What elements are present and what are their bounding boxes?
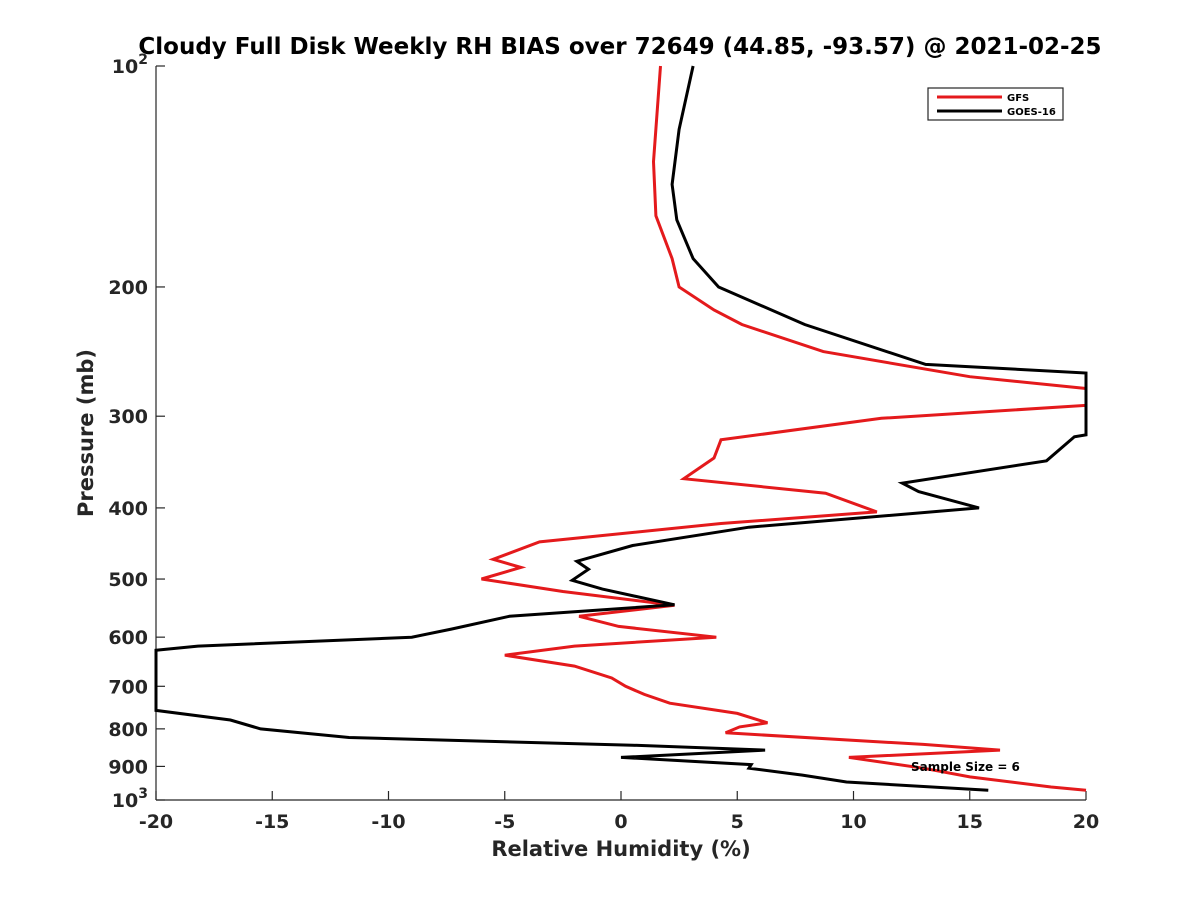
- series-line-gfs: [481, 65, 1088, 792]
- sample-size-annotation: Sample Size = 6: [911, 760, 1020, 774]
- y-tick-label: 800: [108, 719, 148, 741]
- legend-items: GFS GOES-16: [937, 93, 1056, 118]
- y-axis-label: Pressure (mb): [74, 349, 98, 517]
- y-tick-label: 103: [112, 786, 148, 812]
- legend-box: [927, 87, 1064, 121]
- y-tick-label: 300: [108, 406, 148, 428]
- series-lines: [154, 65, 1088, 792]
- x-tick-label: 5: [731, 811, 744, 833]
- x-tick-label: 0: [614, 811, 627, 833]
- legend-label: GOES-16: [1007, 107, 1056, 118]
- x-tick-label: 10: [840, 811, 866, 833]
- y-ticks: 102 200 300 400 500 600 700 800 900 103: [108, 52, 165, 812]
- series-line-goes-16: [154, 65, 1088, 792]
- x-tick-label: -15: [255, 811, 289, 833]
- x-ticks: -20 -15 -10 -5 0 5 10 15 20: [139, 791, 1099, 833]
- y-tick-label: 700: [108, 676, 148, 698]
- y-tick-label: 500: [108, 569, 148, 591]
- x-tick-label: 20: [1073, 811, 1099, 833]
- legend-label: GFS: [1007, 93, 1029, 104]
- y-tick-label: 400: [108, 498, 148, 520]
- x-tick-label: 15: [957, 811, 983, 833]
- y-tick-label: 200: [108, 277, 148, 299]
- x-axis-label: Relative Humidity (%): [491, 837, 750, 861]
- x-tick-label: -5: [494, 811, 515, 833]
- axes: [155, 66, 1086, 801]
- chart-title: Cloudy Full Disk Weekly RH BIAS over 726…: [138, 34, 1101, 60]
- x-tick-label: -10: [371, 811, 405, 833]
- y-tick-label: 900: [108, 756, 148, 778]
- x-tick-label: -20: [139, 811, 173, 833]
- y-tick-label: 102: [112, 52, 148, 78]
- legend[interactable]: GFS GOES-16: [927, 87, 1064, 121]
- y-tick-label: 600: [108, 627, 148, 649]
